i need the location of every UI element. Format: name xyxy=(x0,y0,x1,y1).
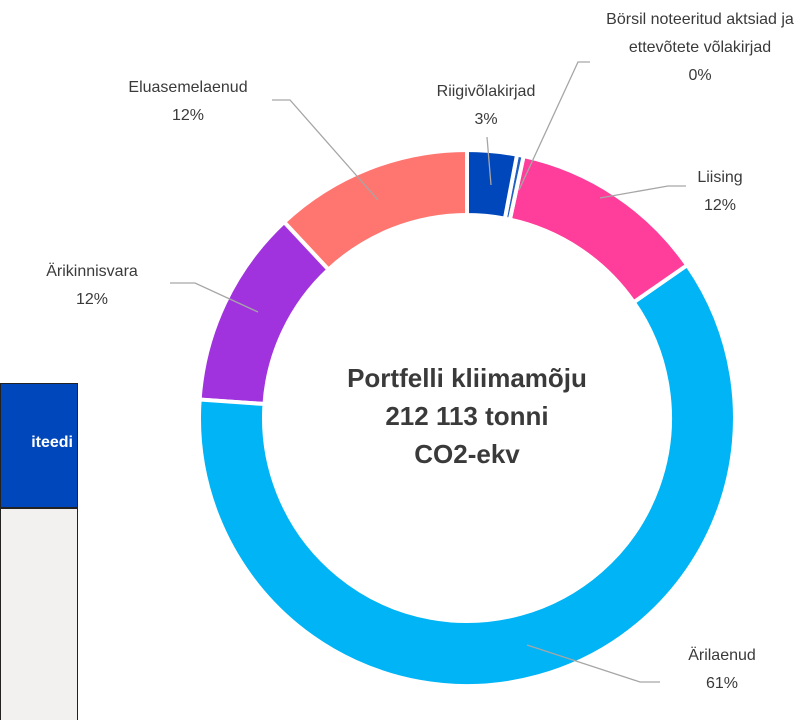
slice-name: Eluasemelaenud xyxy=(128,79,248,96)
slice-value: 0% xyxy=(688,67,712,84)
slice-value: 12% xyxy=(171,107,205,124)
leader-line xyxy=(486,136,492,186)
donut-slice xyxy=(507,153,690,305)
slice-label: Börsil noteeritud aktsiad ja ettevõtete … xyxy=(600,6,800,90)
slice-name: Liising xyxy=(697,169,743,186)
slice-label: Riigivõlakirjad 3% xyxy=(406,78,566,134)
leader-line xyxy=(272,99,379,201)
donut-slice xyxy=(197,219,332,407)
leader-line xyxy=(170,282,259,313)
table-header: iteedi xyxy=(0,383,78,508)
slice-label: Ärikinnisvara 12% xyxy=(17,258,167,314)
slice-name: Ärilaenud xyxy=(688,647,756,664)
table-body xyxy=(0,508,78,720)
center-text: CO2-ekv xyxy=(414,439,520,469)
slice-name: Riigivõlakirjad xyxy=(436,83,536,100)
slice-value: 3% xyxy=(474,111,498,128)
leader-line xyxy=(518,61,590,191)
slice-value: 61% xyxy=(705,675,739,692)
donut-slice xyxy=(465,147,520,221)
slice-label: Eluasemelaenud 12% xyxy=(108,74,268,130)
slice-value: 12% xyxy=(75,291,109,308)
slice-label: Ärilaenud 61% xyxy=(672,642,772,698)
center-text: 212 113 tonni xyxy=(385,401,548,431)
slice-value: 12% xyxy=(703,197,737,214)
slice-name: Ärikinnisvara xyxy=(46,263,138,280)
table-header-text: iteedi xyxy=(31,434,73,451)
center-text: Portfelli kliimamõju xyxy=(347,363,587,393)
leader-line xyxy=(599,185,686,199)
donut-slice xyxy=(197,262,737,688)
slice-name: Börsil noteeritud aktsiad ja ettevõtete … xyxy=(606,11,794,56)
leader-line xyxy=(526,644,660,683)
slice-label: Liising 12% xyxy=(670,164,770,220)
